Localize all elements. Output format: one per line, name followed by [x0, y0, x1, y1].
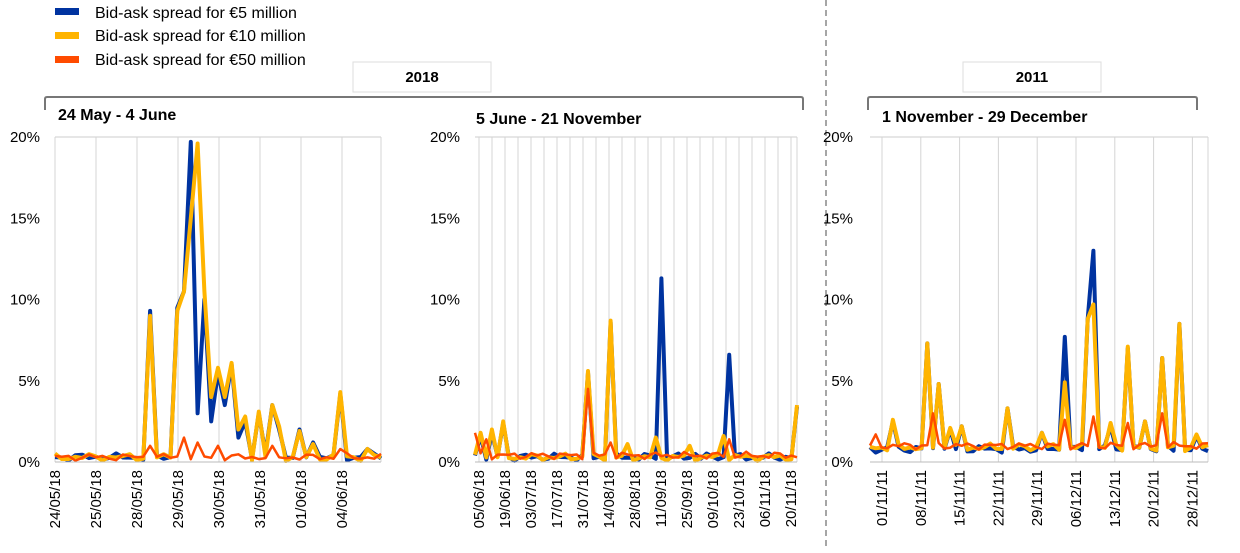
bracket-2011 [867, 96, 1198, 110]
legend-label-50m: Bid-ask spread for €50 million [95, 52, 306, 69]
panel-2: 0% 5% 10% 15% 20% 05/06/18 19/06/18 03/07/18 17/… [430, 129, 800, 528]
x-tick-label: 04/06/18 [334, 470, 351, 528]
x-tick-label: 14/08/18 [601, 470, 618, 528]
series-10m-line [53, 141, 382, 463]
x-tick-label: 23/10/18 [731, 470, 748, 528]
x-tick-label: 31/07/18 [575, 470, 592, 528]
x-tick-label: 28/12/11 [1184, 470, 1201, 527]
series-10m-line [869, 302, 1209, 454]
group-2018: 2018 [44, 61, 804, 110]
x-tick-label: 29/11/11 [1029, 470, 1046, 526]
series-50m-line [54, 436, 382, 462]
y-tick-label: 20% [10, 129, 40, 146]
x-tick-label: 29/05/18 [170, 470, 187, 528]
x-tick-label: 28/05/18 [129, 470, 146, 528]
panel-1: 0% 5% 10% 15% 20% 24/05/18 25/05/18 28/05/18 29/… [10, 129, 383, 528]
y-tick-label: 5% [18, 373, 40, 390]
x-tick-label: 28/08/18 [627, 470, 644, 528]
x-tick-label: 05/06/18 [471, 470, 488, 528]
year-box-2018 [352, 61, 492, 93]
y-tick-label: 15% [10, 210, 40, 227]
panel-title-1: 24 May - 4 June [58, 107, 176, 124]
legend: Bid-ask spread for €5 million Bid-ask sp… [55, 5, 306, 69]
x-tick-label: 09/10/18 [705, 470, 722, 528]
x-tick-label: 20/11/18 [783, 470, 800, 527]
bracket-2018 [44, 96, 804, 110]
panel-title-3: 1 November - 29 December [882, 109, 1087, 126]
x-tick-label: 06/12/11 [1068, 470, 1085, 527]
y-tick-label: 0% [18, 454, 40, 471]
group-2011: 2011 [867, 61, 1198, 110]
x-tick-label: 25/05/18 [88, 470, 105, 528]
series-10m-line [473, 318, 799, 463]
legend-label-10m: Bid-ask spread for €10 million [95, 28, 306, 45]
y-tick-label: 15% [430, 210, 460, 227]
y-tick-label: 5% [438, 373, 460, 390]
legend-label-5m: Bid-ask spread for €5 million [95, 5, 297, 22]
x-tick-label: 06/11/18 [757, 470, 774, 527]
x-tick-label: 22/11/11 [990, 470, 1007, 526]
series-5m-line [473, 276, 799, 463]
x-tick-label: 15/11/11 [952, 470, 969, 526]
x-tick-label: 30/05/18 [211, 470, 228, 528]
x-tick-label: 01/11/11 [874, 470, 891, 526]
series-5m-line [54, 139, 383, 463]
x-tick-label: 20/12/11 [1146, 470, 1163, 527]
legend-swatch-5m [55, 8, 79, 15]
y-tick-label: 0% [438, 454, 460, 471]
x-tick-label: 24/05/18 [47, 470, 64, 528]
x-tick-label: 31/05/18 [252, 470, 269, 528]
y-tick-label: 20% [430, 129, 460, 146]
x-tick-label: 11/09/18 [653, 470, 670, 527]
y-tick-label: 0% [831, 454, 853, 471]
legend-swatch-50m [55, 56, 79, 63]
x-tick-label: 17/07/18 [549, 470, 566, 528]
panel-3: 0% 5% 10% 15% 20% 01/11/11 08/11/11 15/11/11 22/… [823, 129, 1209, 527]
x-tick-label: 19/06/18 [497, 470, 514, 528]
x-tick-label: 25/09/18 [679, 470, 696, 528]
y-tick-label: 10% [430, 292, 460, 309]
year-label-2011: 2011 [1016, 69, 1049, 86]
series-50m-line [473, 387, 798, 461]
panel-title-2: 5 June - 21 November [476, 111, 641, 128]
y-tick-label: 10% [10, 292, 40, 309]
year-box-2011 [962, 61, 1102, 93]
x-tick-label: 01/06/18 [293, 470, 310, 528]
y-tick-label: 10% [823, 292, 853, 309]
y-tick-label: 15% [823, 210, 853, 227]
x-tick-label: 08/11/11 [913, 470, 930, 526]
series-50m-line [868, 412, 1209, 451]
legend-swatch-10m [55, 32, 79, 39]
y-tick-label: 5% [831, 373, 853, 390]
x-tick-label: 03/07/18 [523, 470, 540, 528]
x-tick-label: 13/12/11 [1107, 470, 1124, 527]
y-tick-label: 20% [823, 129, 853, 146]
year-label-2018: 2018 [405, 69, 438, 86]
